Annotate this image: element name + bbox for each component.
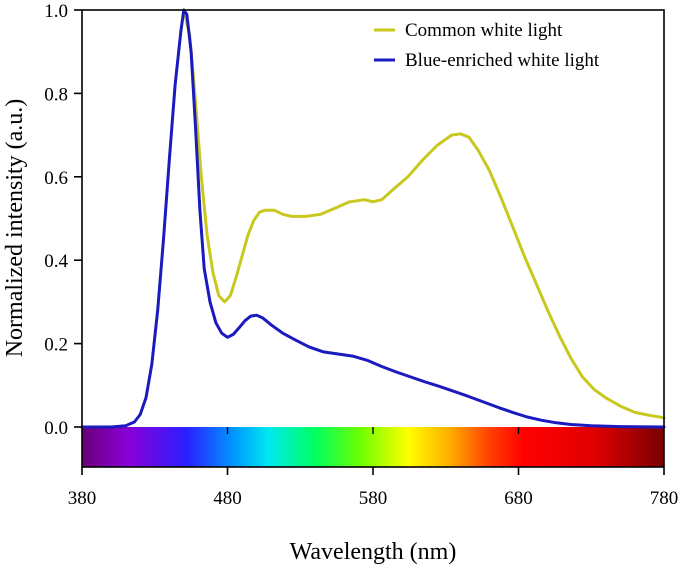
series-layer: [80, 8, 666, 429]
x-axis-title: Wavelength (nm): [290, 539, 457, 565]
plot-frame: [81, 9, 665, 468]
y-axis-ticks: 0.0 0.2 0.4 0.6 0.8 1.0: [44, 1, 82, 439]
y-tick-label: 0.8: [44, 84, 68, 105]
x-tick-label: 780: [650, 488, 679, 509]
y-axis-title: Normalized intensity (a.u.): [2, 99, 28, 358]
y-tick-label: 1.0: [44, 1, 68, 22]
y-tick-label: 0.6: [44, 168, 68, 189]
legend: Common white light Blue-enriched white li…: [374, 20, 600, 71]
y-tick-label: 0.2: [44, 335, 68, 356]
series-line-1: [182, 8, 666, 420]
legend-label-2: Blue-enriched white light: [405, 50, 600, 71]
x-tick-label: 380: [68, 488, 97, 509]
y-tick-label: 0.0: [44, 418, 68, 439]
legend-label-1: Common white light: [405, 20, 563, 41]
x-tick-label: 480: [213, 488, 242, 509]
y-tick-label: 0.4: [44, 251, 68, 272]
x-tick-label: 580: [359, 488, 388, 509]
x-axis-ticks: 380 480 580 680 780: [68, 427, 679, 509]
x-tick-label: 680: [504, 488, 533, 509]
series-line-2: [80, 8, 666, 429]
